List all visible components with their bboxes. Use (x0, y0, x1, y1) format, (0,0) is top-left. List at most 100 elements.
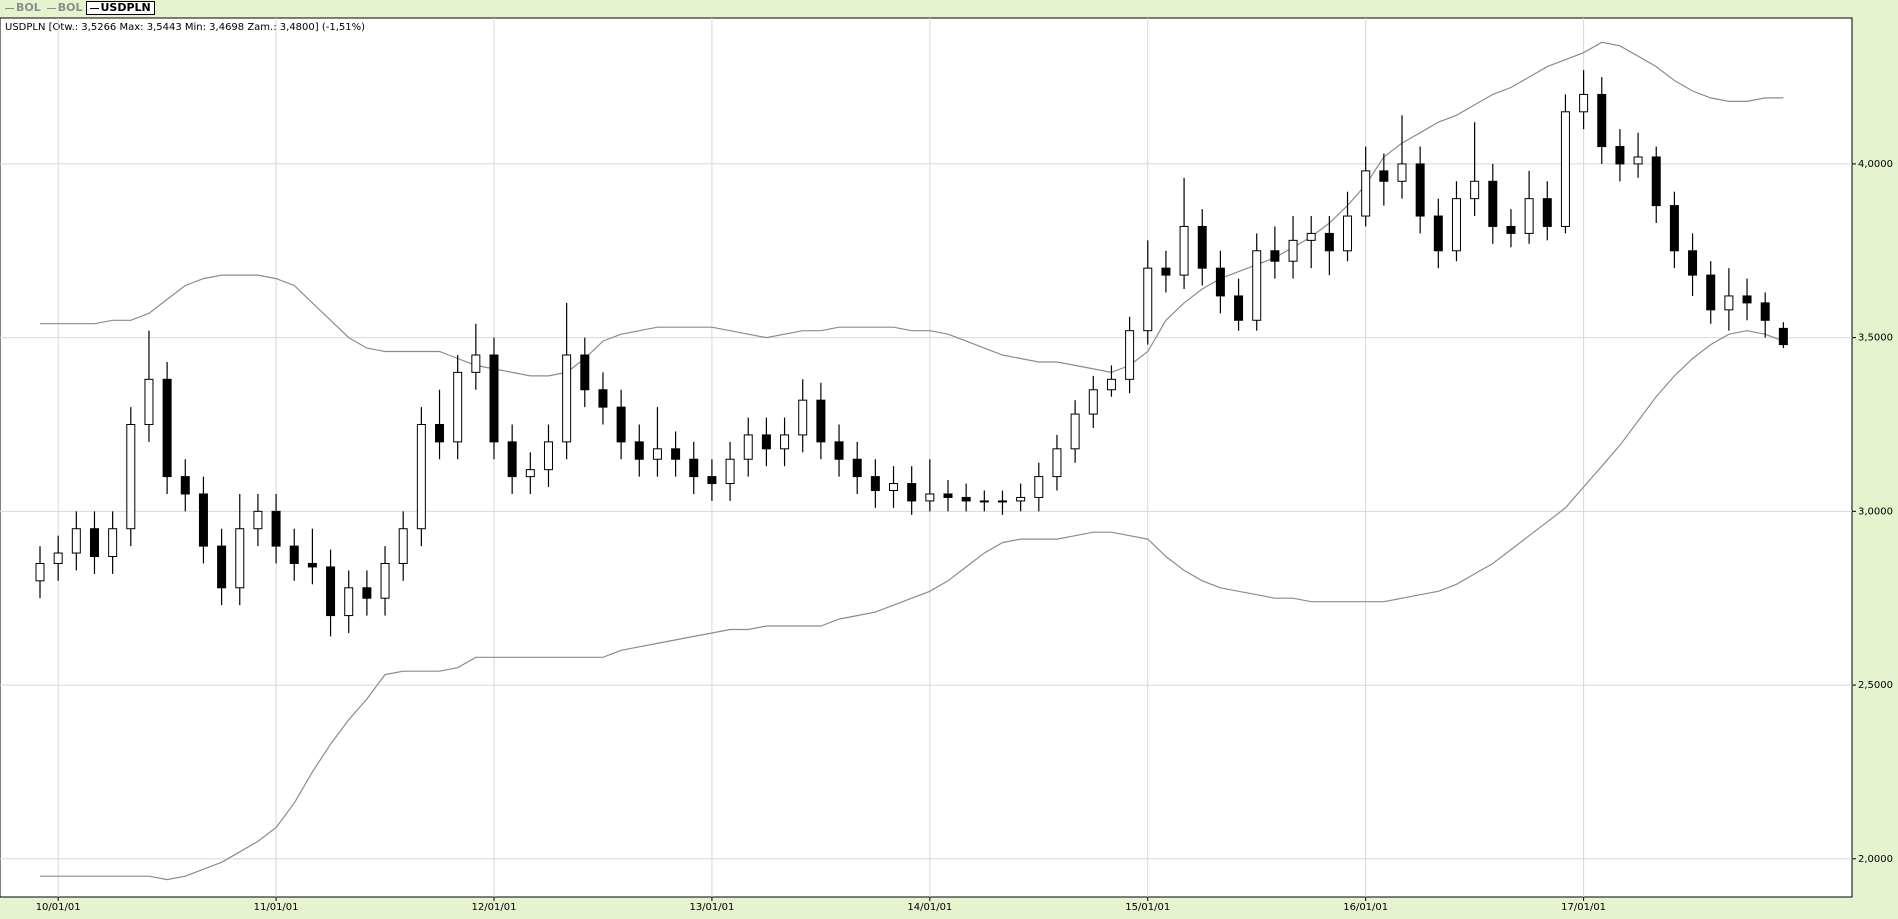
candle-body (889, 483, 899, 492)
candle-body (1651, 156, 1661, 207)
candle-body (525, 469, 535, 478)
x-tick-label: 14/01/01 (907, 902, 952, 913)
grid (0, 18, 1852, 897)
x-tick-label: 13/01/01 (689, 902, 734, 913)
candle-body (907, 483, 917, 502)
candle-body (1016, 496, 1026, 502)
candle-body (326, 566, 336, 617)
legend-label: BOL (57, 1, 83, 14)
candle-body (289, 545, 299, 564)
candle-body (652, 448, 662, 460)
legend-item: BOL (2, 1, 44, 15)
candle-body (416, 423, 426, 530)
candle-body (1052, 448, 1062, 478)
candle-body (598, 389, 608, 408)
candle-body (271, 510, 281, 547)
candle-body (53, 552, 63, 564)
candle-body (1760, 302, 1770, 321)
candle-body (453, 371, 463, 443)
candle-body (307, 562, 317, 568)
candle-body (1288, 239, 1298, 262)
candle-body (798, 399, 808, 436)
candle-body (1560, 111, 1570, 227)
candle-body (943, 493, 953, 498)
candle-body (71, 528, 81, 554)
candle-body (1234, 295, 1244, 321)
legend-label: BOL (16, 1, 41, 14)
candle-body (1488, 180, 1498, 227)
candle-body (1179, 225, 1189, 276)
candle-body (616, 406, 626, 443)
bollinger-band (40, 330, 1784, 881)
candle-body (979, 500, 989, 503)
legend-swatch (46, 7, 56, 9)
candle-body (1306, 232, 1316, 241)
y-tick-label: 2,5000 (1858, 680, 1893, 691)
plot-area (0, 17, 1853, 898)
legend-swatch (89, 7, 99, 9)
candle-body (1669, 205, 1679, 252)
candle-body (1034, 476, 1044, 498)
y-tick-label: 3,0000 (1858, 506, 1893, 517)
candle-body (162, 378, 172, 478)
legend-item: BOL (44, 1, 86, 15)
chart-subtitle: USDPLN [Otw.: 3,5266 Max: 3,5443 Min: 3,… (5, 22, 365, 33)
candle-body (580, 354, 590, 391)
candle-body (198, 493, 208, 547)
candle-body (108, 528, 118, 558)
candle-body (1379, 170, 1389, 182)
candle-body (1143, 267, 1153, 332)
candle-body (1215, 267, 1225, 297)
candle-body (671, 448, 681, 460)
y-tick-label: 3,5000 (1858, 333, 1893, 344)
x-tick-label: 11/01/01 (254, 902, 299, 913)
x-tick-label: 15/01/01 (1125, 902, 1170, 913)
candle-body (1615, 146, 1625, 165)
candle-body (1579, 93, 1589, 113)
candle-body (816, 399, 826, 443)
candle-body (1597, 93, 1607, 148)
x-tick-label: 16/01/01 (1343, 902, 1388, 913)
candle-body (362, 587, 372, 599)
candle-body (1470, 180, 1480, 200)
candle-body (562, 354, 572, 443)
x-tick-label: 12/01/01 (472, 902, 517, 913)
candle-body (253, 510, 263, 530)
candle-body (1451, 198, 1461, 252)
candle-body (852, 458, 862, 478)
y-tick-label: 2,0000 (1858, 854, 1893, 865)
candle-body (180, 476, 190, 495)
candle-body (1106, 378, 1116, 391)
candle-body (707, 476, 717, 485)
candle-body (1506, 225, 1516, 234)
candle-body (507, 441, 517, 478)
candle-body (1161, 267, 1171, 276)
y-tick-label: 4,0000 (1858, 159, 1893, 170)
candle-body (471, 354, 481, 373)
candle-body (1197, 225, 1207, 269)
candle-body (1397, 163, 1407, 182)
candle-body (380, 562, 390, 599)
candle-body (1633, 156, 1643, 165)
candle-body (1343, 215, 1353, 252)
legend-label: USDPLN (100, 1, 151, 14)
candle-body (1524, 198, 1534, 234)
candle-body (725, 458, 735, 485)
candle-body (689, 458, 699, 478)
candle-body (961, 496, 971, 502)
candle-body (1742, 295, 1752, 304)
candle-body (761, 434, 771, 450)
candle-body (1125, 330, 1135, 380)
candle-body (743, 434, 753, 460)
candle-body (89, 528, 99, 558)
candle-body (144, 378, 154, 425)
candle-body (1778, 327, 1788, 346)
candle-body (1252, 250, 1262, 321)
candle-body (834, 441, 844, 460)
candle-body (126, 423, 136, 530)
bollinger-band (40, 41, 1784, 377)
candle-body (344, 587, 354, 617)
legend: BOL BOL USDPLN (2, 1, 155, 15)
